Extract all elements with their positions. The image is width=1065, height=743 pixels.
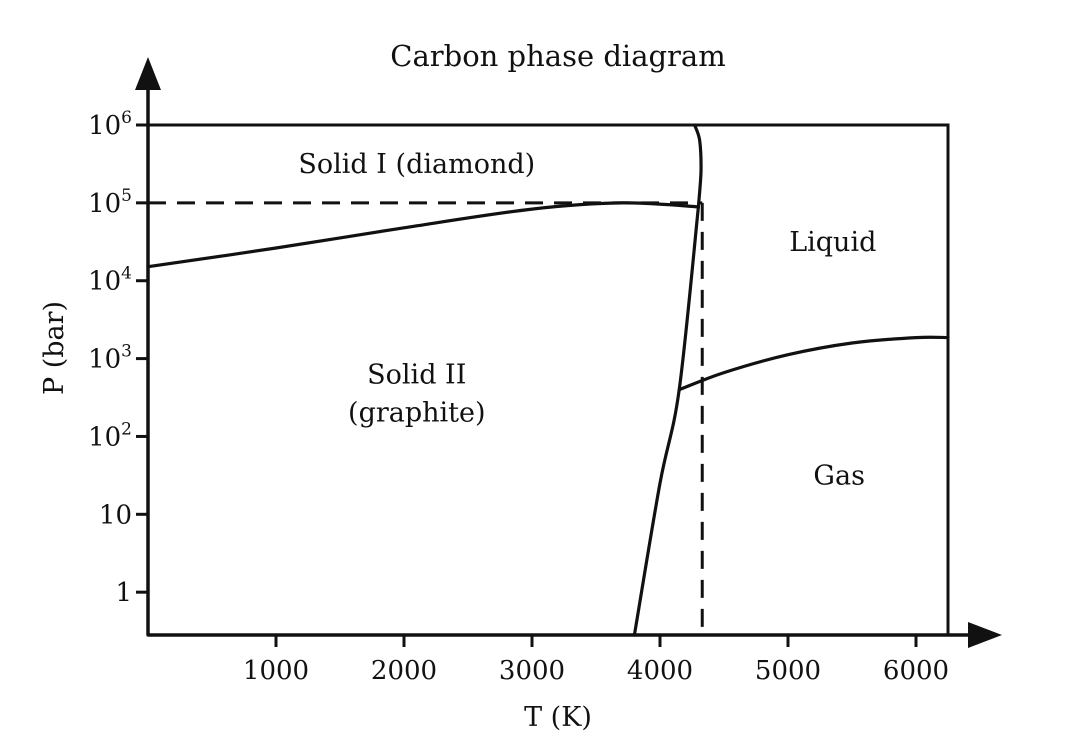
y-tick-exponent: 2 <box>121 419 132 439</box>
x-tick-label: 1000 <box>243 656 309 686</box>
region-label-graphite: (graphite) <box>348 398 486 429</box>
y-tick-base: 1 <box>115 578 132 608</box>
y-tick-label: 1 <box>115 578 132 608</box>
x-tick-label: 6000 <box>883 656 949 686</box>
y-tick-label: 106 <box>88 108 132 141</box>
region-label-graphite: Solid II <box>367 360 466 391</box>
x-axis-label: T (K) <box>524 702 592 733</box>
y-axis-arrowhead <box>135 57 161 90</box>
y-tick-base: 10 <box>88 189 121 219</box>
y-tick-base: 10 <box>88 267 121 297</box>
y-tick-exponent: 5 <box>121 186 132 206</box>
y-tick-exponent: 6 <box>121 108 132 128</box>
x-tick-label: 2000 <box>371 656 437 686</box>
y-tick-exponent: 4 <box>121 264 132 284</box>
y-tick-label: 102 <box>88 419 132 452</box>
boundary-liquid-gas <box>677 335 950 392</box>
y-tick-base: 10 <box>88 111 121 141</box>
y-tick-base: 10 <box>88 422 121 452</box>
x-axis-arrowhead <box>968 622 1002 648</box>
reference-lines <box>148 201 704 635</box>
region-label-gas: Gas <box>813 460 865 491</box>
boundary-diamond-liquid <box>693 123 703 209</box>
y-tick-label: 10 <box>99 500 132 530</box>
y-tick-label: 103 <box>88 342 132 375</box>
boundary-graphite-diamond <box>146 201 700 269</box>
x-ticks: 1000 2000 3000 4000 5000 6000 <box>243 635 949 686</box>
x-tick-label: 4000 <box>627 656 693 686</box>
y-axis-label: P (bar) <box>39 301 70 395</box>
y-tick-exponent: 3 <box>121 342 132 362</box>
boundary-graphite-melting <box>632 205 700 637</box>
y-tick-base: 10 <box>99 500 132 530</box>
chart-title: Carbon phase diagram <box>390 39 725 73</box>
region-label-liquid: Liquid <box>789 227 876 258</box>
region-labels: Solid I (diamond) Solid II (graphite) Liqui… <box>298 149 876 491</box>
region-label-diamond: Solid I (diamond) <box>298 149 535 180</box>
y-tick-base: 10 <box>88 345 121 375</box>
y-tick-label: 105 <box>88 186 132 219</box>
y-tick-label: 104 <box>88 264 132 297</box>
x-tick-label: 5000 <box>755 656 821 686</box>
x-tick-label: 3000 <box>499 656 565 686</box>
